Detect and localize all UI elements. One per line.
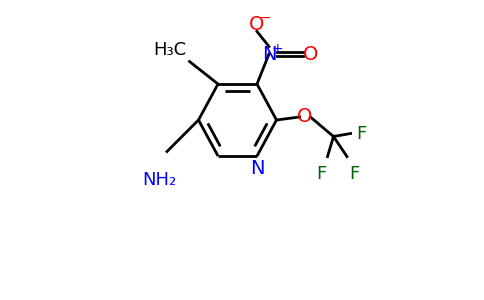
Text: O: O (249, 14, 265, 34)
Text: −: − (259, 11, 271, 24)
Text: F: F (356, 124, 366, 142)
Text: H₃C: H₃C (153, 40, 186, 58)
Text: N: N (262, 44, 276, 64)
Text: NH₂: NH₂ (142, 171, 177, 189)
Text: O: O (303, 44, 318, 64)
Text: N: N (250, 159, 264, 178)
Text: O: O (297, 107, 313, 127)
Text: +: + (272, 42, 283, 56)
Text: F: F (349, 165, 360, 183)
Text: F: F (317, 165, 327, 183)
